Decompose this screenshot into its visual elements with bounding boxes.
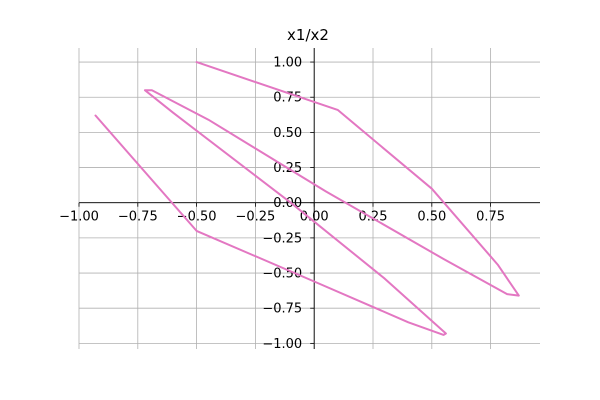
- x-tick-label: −0.75: [118, 210, 158, 225]
- y-tick-label: 0.50: [273, 126, 302, 141]
- series-group: [94, 61, 520, 336]
- series-line: [94, 61, 520, 336]
- ticks: −1.00 −0.75 −0.50 −0.25 0.00 0.25 0.50 0.751.00…: [59, 56, 505, 352]
- chart-title: x1/x2: [287, 26, 329, 44]
- y-tick-label: 1.00: [273, 56, 302, 71]
- y-tick-label: 0.00: [273, 196, 302, 211]
- x-tick-label: 0.50: [417, 210, 446, 225]
- x-tick-label: 0.00: [300, 210, 329, 225]
- x-tick-label: −0.25: [235, 210, 275, 225]
- x-tick-label: −0.50: [177, 210, 217, 225]
- y-tick-label: −0.25: [262, 231, 302, 246]
- y-tick-label: −0.75: [262, 302, 302, 317]
- x-tick-label: −1.00: [59, 210, 99, 225]
- axes: [79, 48, 540, 349]
- x-tick-label: 0.75: [476, 210, 505, 225]
- y-tick-label: −0.50: [262, 267, 302, 282]
- y-tick-label: −1.00: [262, 337, 302, 352]
